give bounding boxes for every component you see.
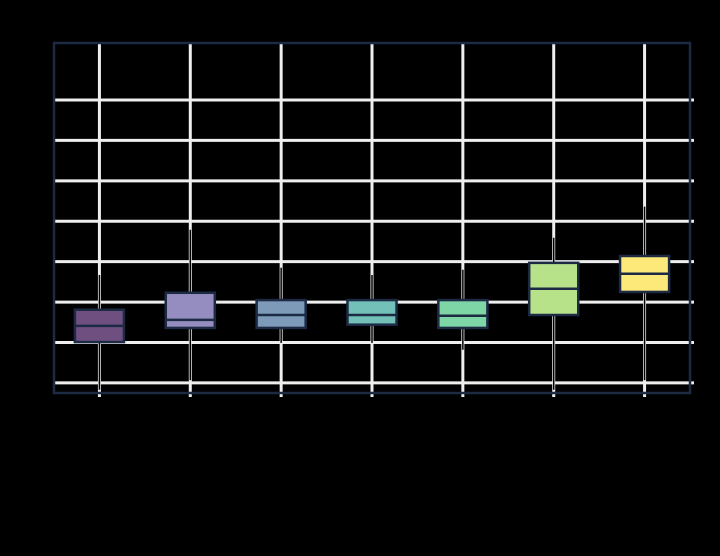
box xyxy=(437,298,489,330)
plot-frame xyxy=(52,41,692,395)
plot-area xyxy=(54,43,694,397)
box xyxy=(346,298,398,326)
box xyxy=(164,291,217,330)
